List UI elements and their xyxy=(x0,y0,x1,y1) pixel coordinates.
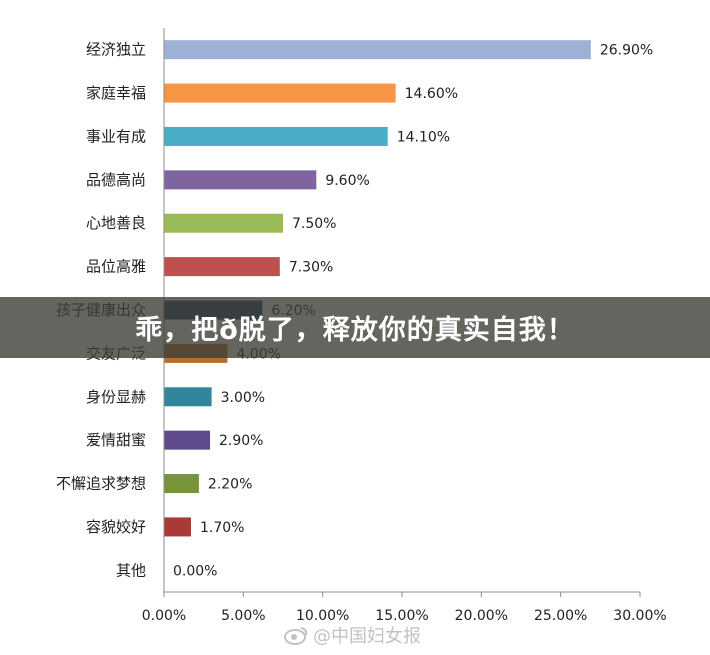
category-label: 孩子健康出众 xyxy=(56,301,146,319)
category-label: 经济独立 xyxy=(86,41,146,59)
bar-7 xyxy=(164,300,263,320)
bar-9 xyxy=(164,387,212,407)
x-tick-label: 20.00% xyxy=(455,608,508,624)
value-label: 2.90% xyxy=(219,433,263,449)
value-label: 26.90% xyxy=(600,43,653,59)
x-tick-label: 10.00% xyxy=(296,608,349,624)
x-ticks-group: 0.00% 5.00% 10.00% 15.00% 20.00% 25.00% 30.00% xyxy=(142,592,667,624)
x-tick-label: 25.00% xyxy=(534,608,587,624)
bar-10 xyxy=(164,430,211,450)
category-label: 身份显赫 xyxy=(86,388,146,406)
bars-group xyxy=(164,40,591,537)
category-label: 交友广泛 xyxy=(86,344,146,362)
category-label: 容貌姣好 xyxy=(86,518,146,536)
x-tick-label: 30.00% xyxy=(613,608,666,624)
category-label: 品位高雅 xyxy=(86,258,146,276)
value-label: 14.60% xyxy=(405,86,458,102)
bar-5 xyxy=(164,213,283,233)
bar-1 xyxy=(164,40,591,60)
bar-12 xyxy=(164,517,191,537)
value-label: 14.10% xyxy=(397,129,450,145)
bar-3 xyxy=(164,126,388,146)
bar-2 xyxy=(164,83,396,103)
value-label: 2.20% xyxy=(208,477,252,493)
x-tick-label: 15.00% xyxy=(375,608,428,624)
value-label: 4.00% xyxy=(236,346,280,362)
bar-6 xyxy=(164,257,280,277)
bar-4 xyxy=(164,170,317,190)
x-tick-label: 5.00% xyxy=(221,608,265,624)
x-tick-label: 0.00% xyxy=(142,608,186,624)
category-label: 事业有成 xyxy=(86,127,146,145)
value-label: 1.70% xyxy=(200,520,244,536)
value-label: 9.60% xyxy=(325,173,369,189)
category-label: 品德高尚 xyxy=(86,171,146,189)
category-label: 其他 xyxy=(116,561,146,579)
value-label: 3.00% xyxy=(221,390,265,406)
category-labels-group: 经济独立家庭幸福事业有成品德高尚心地善良品位高雅孩子健康出众交友广泛身份显赫爱情… xyxy=(56,41,146,580)
value-label: 0.00% xyxy=(173,563,217,579)
value-label: 7.30% xyxy=(289,260,333,276)
bar-11 xyxy=(164,474,199,494)
category-label: 家庭幸福 xyxy=(86,84,146,102)
bar-8 xyxy=(164,343,228,363)
value-label: 7.50% xyxy=(292,216,336,232)
category-label: 爱情甜蜜 xyxy=(86,431,146,449)
value-label: 6.20% xyxy=(271,303,315,319)
category-label: 心地善良 xyxy=(86,214,146,232)
category-label: 不懈追求梦想 xyxy=(56,475,146,493)
